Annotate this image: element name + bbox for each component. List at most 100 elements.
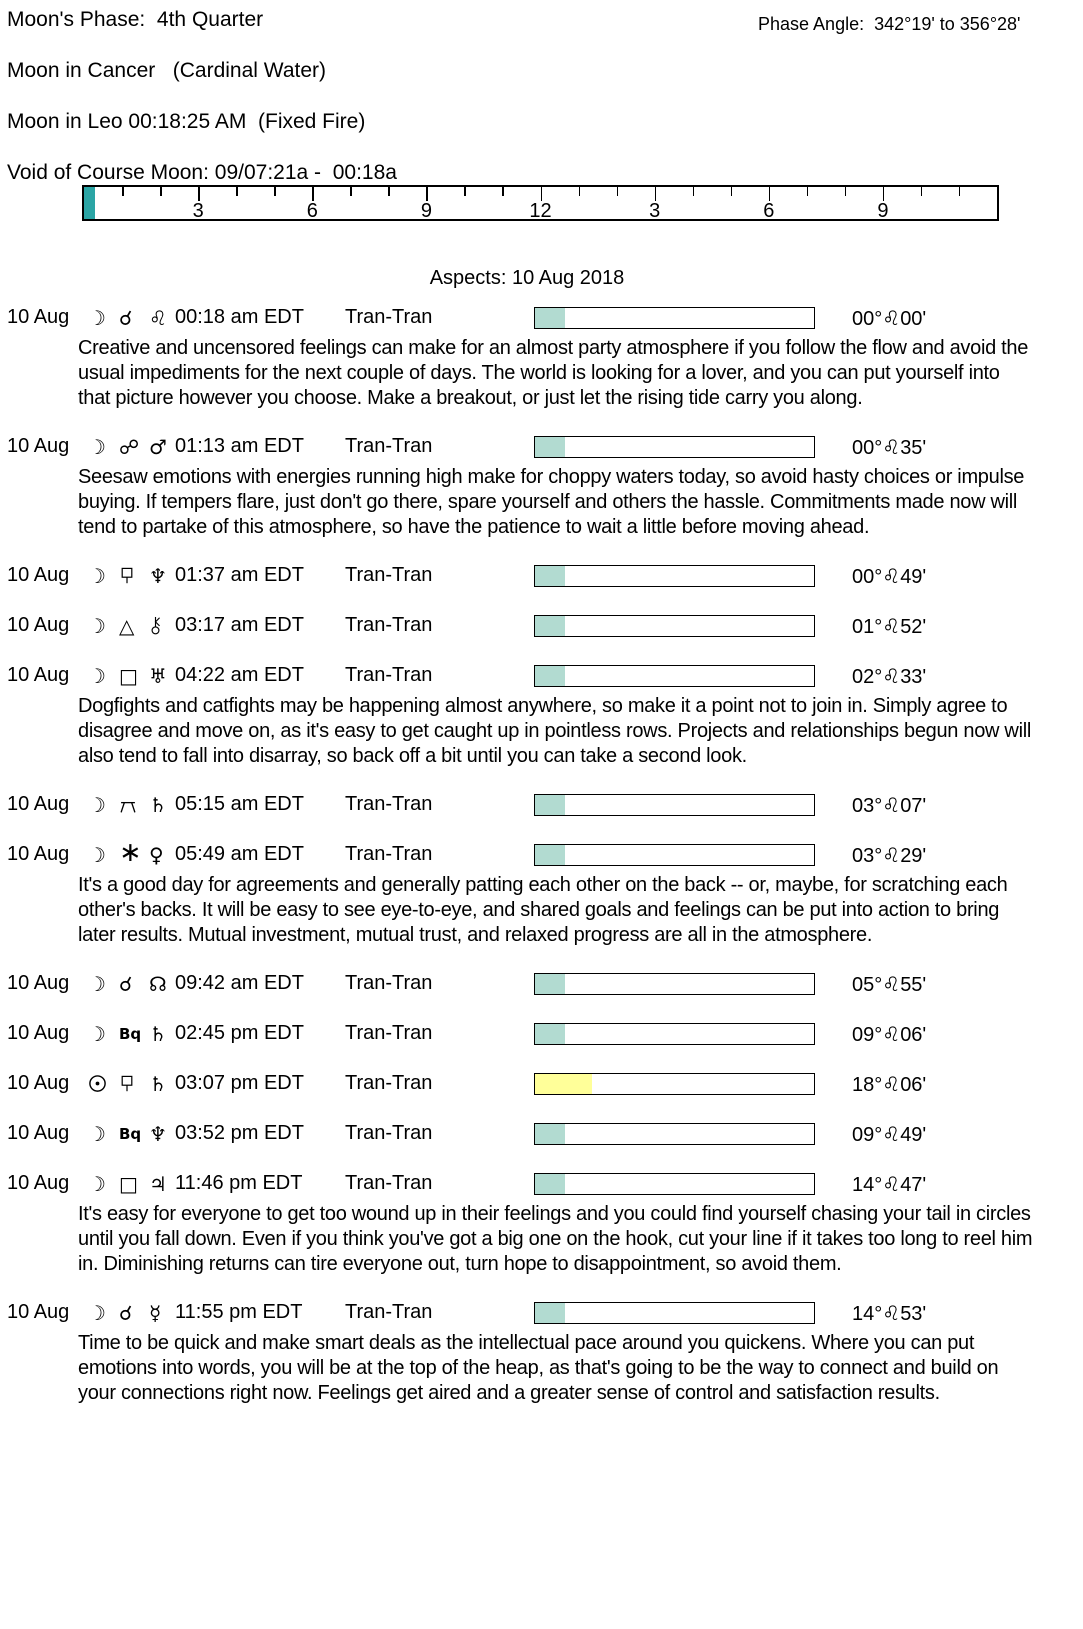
aspect-date: 10 Aug xyxy=(7,306,70,328)
moon-icon: ☽ xyxy=(88,1022,106,1046)
aspect-orb-bar-fill xyxy=(535,1124,565,1144)
ruler-tick xyxy=(806,187,809,196)
aspect-date: 10 Aug xyxy=(7,972,70,994)
aspect-position: 00°♌49' xyxy=(852,564,927,588)
aspect-time: 02:45 pm EDT xyxy=(175,1022,304,1044)
conjunction-icon: ☌ xyxy=(119,972,133,996)
biquintile-icon: Bq xyxy=(119,1125,142,1143)
aspect-type: Tran-Tran xyxy=(345,1022,433,1044)
moon-icon: ☽ xyxy=(88,793,106,817)
ruler-tick xyxy=(502,187,504,196)
saturn-icon: ♄ xyxy=(149,1072,167,1096)
aspect-body1: ☽ xyxy=(88,564,106,589)
moon-icon: ☽ xyxy=(88,972,106,996)
aspect-orb-bar-fill xyxy=(535,795,565,815)
leo-icon: ♌ xyxy=(882,1072,901,1096)
aspect-symbol: ☍ xyxy=(119,435,139,460)
ruler-tick xyxy=(958,187,961,196)
aspect-row: 10 Aug ☽ ☍ ♂ 01:13 am EDT Tran-Tran 00°♌35' xyxy=(7,435,1083,465)
aspect-group: 10 Aug ☽ ∗ ♀ 05:49 am EDT Tran-Tran 03°♌29' It'… xyxy=(7,839,1083,948)
aspect-orb-bar-fill xyxy=(535,616,565,636)
moon-icon: ☽ xyxy=(88,435,106,459)
aspect-symbol: Bq xyxy=(119,1122,141,1145)
aspect-body2: ♌ xyxy=(149,306,167,331)
square-icon: □ xyxy=(119,1172,138,1196)
aspect-body1 xyxy=(88,1072,107,1097)
moon-ingress-line: Moon in Leo 00:18:25 AM (Fixed Fire) xyxy=(7,110,366,133)
aspect-time: 11:55 pm EDT xyxy=(175,1301,303,1323)
leo-icon: ♌ xyxy=(882,306,901,330)
aspect-group: 10 Aug ☽ ☌ ☿ 11:55 pm EDT Tran-Tran 14°♌53' Tim… xyxy=(7,1301,1083,1406)
conjunction-icon: ☌ xyxy=(119,1301,133,1325)
aspect-date: 10 Aug xyxy=(7,435,70,457)
aspect-type: Tran-Tran xyxy=(345,1301,433,1323)
aspect-position: 00°♌00' xyxy=(852,306,927,330)
aspect-date: 10 Aug xyxy=(7,614,70,636)
ruler-hour-label: 9 xyxy=(420,200,432,222)
mars-icon: ♂ xyxy=(149,435,167,459)
aspect-position: 01°♌52' xyxy=(852,614,927,638)
ruler-tick xyxy=(616,187,619,196)
moon-sign-line: Moon in Cancer (Cardinal Water) xyxy=(7,59,326,82)
aspect-row: 10 Aug ☽ ☌ ☊ 09:42 am EDT Tran-Tran 05°♌55' xyxy=(7,972,1083,1002)
aspect-date: 10 Aug xyxy=(7,664,70,686)
aspect-row: 10 Aug ☽ ♄ 05:15 am EDT Tran-Tran 03°♌07' xyxy=(7,793,1083,823)
aspect-orb-bar xyxy=(534,1173,815,1195)
aspect-body2: ☿ xyxy=(149,1301,161,1326)
aspect-group: 10 Aug ☽ ♄ 05:15 am EDT Tran-Tran 03°♌07' xyxy=(7,793,1083,823)
aspect-position: 00°♌35' xyxy=(852,435,927,459)
aspect-orb-bar xyxy=(534,436,815,458)
aspect-symbol xyxy=(119,1072,135,1097)
aspect-type: Tran-Tran xyxy=(345,1072,433,1094)
aspect-orb-bar xyxy=(534,973,815,995)
ruler-tick xyxy=(578,187,581,196)
aspect-type: Tran-Tran xyxy=(345,664,433,686)
aspect-symbol: □ xyxy=(119,664,138,689)
aspect-body2: ♄ xyxy=(149,1072,167,1097)
aspect-symbol: ☌ xyxy=(119,972,132,997)
aspects-title: Aspects: 10 Aug 2018 xyxy=(429,267,625,289)
opposition-icon: ☍ xyxy=(119,435,140,459)
ruler-tick xyxy=(844,187,847,196)
sextile-icon: ∗ xyxy=(119,837,142,868)
aspect-group: 10 Aug ☽ ☍ ♂ 01:13 am EDT Tran-Tran 00°♌35' See… xyxy=(7,435,1083,540)
aspect-orb-bar-fill xyxy=(535,974,565,994)
ruler-tick xyxy=(274,187,276,196)
ruler-tick xyxy=(730,187,733,196)
chiron-icon xyxy=(149,614,162,638)
venus-icon: ♀ xyxy=(149,843,164,867)
aspect-body1: ☽ xyxy=(88,664,106,689)
saturn-icon: ♄ xyxy=(149,1022,167,1046)
ruler-hour-label: 3 xyxy=(649,200,661,222)
aspect-orb-bar-fill xyxy=(535,1303,565,1323)
aspect-row: 10 Aug ☽ Bq ♄ 02:45 pm EDT Tran-Tran 09°♌06' xyxy=(7,1022,1083,1052)
aspect-body1: ☽ xyxy=(88,614,106,639)
aspect-orb-bar xyxy=(534,1023,815,1045)
moon-icon: ☽ xyxy=(88,564,106,588)
aspect-row: 10 Aug ☽ ∗ ♀ 05:49 am EDT Tran-Tran 03°♌29' xyxy=(7,839,1083,873)
jupiter-icon: ♃ xyxy=(149,1172,167,1196)
aspect-date: 10 Aug xyxy=(7,843,70,865)
aspect-symbol xyxy=(119,564,135,589)
aspect-time: 03:17 am EDT xyxy=(175,614,304,636)
aspect-orb-bar xyxy=(534,794,815,816)
aspect-time: 03:52 pm EDT xyxy=(175,1122,304,1144)
ruler-tick xyxy=(312,187,314,201)
phase-angle-line: Phase Angle: 342°19' to 356°28' xyxy=(758,14,1021,34)
neptune-icon: ♆ xyxy=(149,564,167,588)
aspect-group: 10 Aug ☽ ☌ ♌ 00:18 am EDT Tran-Tran 00°♌00' Cre… xyxy=(7,306,1083,411)
sesquiquadrate-icon xyxy=(119,1072,135,1096)
aspect-body1: ☽ xyxy=(88,1172,106,1197)
aspect-body1: ☽ xyxy=(88,1301,106,1326)
aspect-symbol: ☌ xyxy=(119,306,132,331)
aspect-body1: ☽ xyxy=(88,306,106,331)
north-node-icon: ☊ xyxy=(149,972,167,996)
aspect-type: Tran-Tran xyxy=(345,843,433,865)
aspect-position: 14°♌53' xyxy=(852,1301,927,1325)
leo-icon: ♌ xyxy=(882,843,901,867)
aspect-description: Dogfights and catfights may be happening… xyxy=(78,695,1032,767)
aspect-orb-bar xyxy=(534,665,815,687)
aspect-symbol: □ xyxy=(119,1172,138,1197)
aspect-type: Tran-Tran xyxy=(345,435,433,457)
ruler-tick xyxy=(540,187,542,201)
